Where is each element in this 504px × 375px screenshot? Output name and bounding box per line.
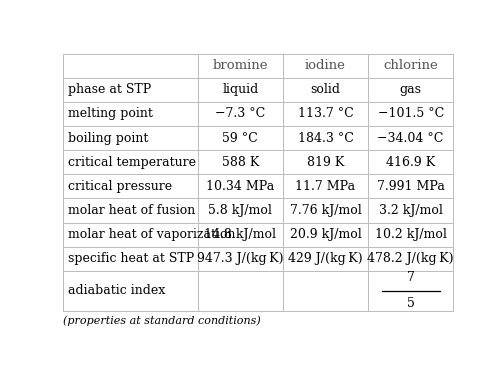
Text: 20.9 kJ/mol: 20.9 kJ/mol — [290, 228, 361, 241]
Text: gas: gas — [400, 83, 422, 96]
Text: critical pressure: critical pressure — [68, 180, 172, 193]
Text: adiabatic index: adiabatic index — [68, 284, 165, 297]
Text: 11.7 MPa: 11.7 MPa — [295, 180, 355, 193]
Text: 10.2 kJ/mol: 10.2 kJ/mol — [374, 228, 447, 241]
Text: boiling point: boiling point — [68, 132, 148, 145]
Text: 5.8 kJ/mol: 5.8 kJ/mol — [208, 204, 272, 217]
Text: bromine: bromine — [213, 59, 268, 72]
Text: solid: solid — [310, 83, 341, 96]
Text: critical temperature: critical temperature — [68, 156, 196, 169]
Text: 416.9 K: 416.9 K — [386, 156, 435, 169]
Text: molar heat of vaporization: molar heat of vaporization — [68, 228, 235, 241]
Text: chlorine: chlorine — [383, 59, 438, 72]
Text: (properties at standard conditions): (properties at standard conditions) — [63, 315, 261, 326]
Text: phase at STP: phase at STP — [68, 83, 151, 96]
Text: 59 °C: 59 °C — [222, 132, 258, 145]
Text: 7.991 MPa: 7.991 MPa — [376, 180, 445, 193]
Text: melting point: melting point — [68, 108, 153, 120]
Text: 7.76 kJ/mol: 7.76 kJ/mol — [290, 204, 361, 217]
Text: 947.3 J/(kg K): 947.3 J/(kg K) — [197, 252, 284, 265]
Text: 819 K: 819 K — [307, 156, 344, 169]
Text: 113.7 °C: 113.7 °C — [297, 108, 353, 120]
Text: liquid: liquid — [222, 83, 259, 96]
Text: 429 J/(kg K): 429 J/(kg K) — [288, 252, 363, 265]
Text: −34.04 °C: −34.04 °C — [377, 132, 444, 145]
Text: 10.34 MPa: 10.34 MPa — [206, 180, 275, 193]
Text: −7.3 °C: −7.3 °C — [215, 108, 266, 120]
Text: molar heat of fusion: molar heat of fusion — [68, 204, 195, 217]
Text: 184.3 °C: 184.3 °C — [297, 132, 353, 145]
Text: iodine: iodine — [305, 59, 346, 72]
Text: 588 K: 588 K — [222, 156, 259, 169]
Text: −101.5 °C: −101.5 °C — [377, 108, 444, 120]
Text: 3.2 kJ/mol: 3.2 kJ/mol — [379, 204, 443, 217]
Text: 478.2 J/(kg K): 478.2 J/(kg K) — [367, 252, 454, 265]
Text: 5: 5 — [407, 297, 415, 310]
Text: 7: 7 — [407, 272, 415, 284]
Text: 14.8 kJ/mol: 14.8 kJ/mol — [204, 228, 276, 241]
Text: specific heat at STP: specific heat at STP — [68, 252, 194, 265]
